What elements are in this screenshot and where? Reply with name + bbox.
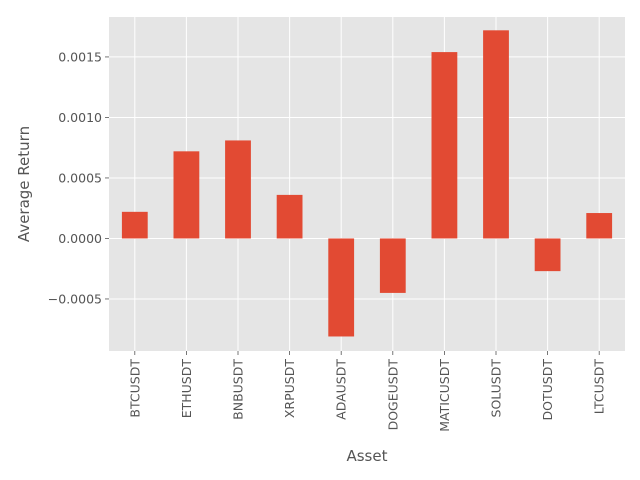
bar-ltcusdt: [586, 213, 613, 239]
x-tick-label: ETHUSDT: [179, 359, 194, 419]
bars: [121, 30, 613, 337]
y-tick-label: 0.0015: [58, 49, 102, 64]
bar-xrpusdt: [276, 194, 303, 239]
bar-bnbusdt: [225, 140, 251, 239]
x-axis-label: Asset: [346, 447, 387, 465]
x-tick-labels: BTCUSDT ETHUSDT BNBUSDT XRPUSDT ADAUSDT DOGEU…: [127, 359, 606, 432]
y-tick-label: −0.0005: [48, 291, 102, 306]
bar-solusdt: [483, 30, 509, 239]
x-tick-label: MATICUSDT: [437, 359, 452, 432]
x-tick-label: DOTUSDT: [540, 359, 555, 421]
bar-maticusdt: [431, 52, 458, 239]
bar-adausdt: [328, 238, 355, 337]
bar-dotusdt: [534, 238, 561, 272]
y-tick-label: 0.0010: [58, 110, 102, 125]
x-tick-label: BTCUSDT: [127, 359, 142, 418]
x-tick-label: XRPUSDT: [282, 359, 297, 418]
y-tick-label: 0.0005: [58, 170, 102, 185]
bar-ethusdt: [173, 151, 200, 239]
x-tick-label: LTCUSDT: [592, 359, 607, 415]
y-tick-labels: −0.0005 0.0000 0.0005 0.0010 0.0015: [48, 49, 102, 306]
bar-btcusdt: [121, 211, 148, 239]
y-tick-label: 0.0000: [58, 231, 102, 246]
x-tick-label: ADAUSDT: [334, 359, 349, 420]
x-tick-label: BNBUSDT: [231, 359, 246, 420]
y-axis-label: Average Return: [15, 126, 33, 242]
bar-dogeusdt: [379, 238, 406, 293]
x-tick-label: SOLUSDT: [489, 359, 504, 418]
x-tick-label: DOGEUSDT: [385, 359, 400, 431]
